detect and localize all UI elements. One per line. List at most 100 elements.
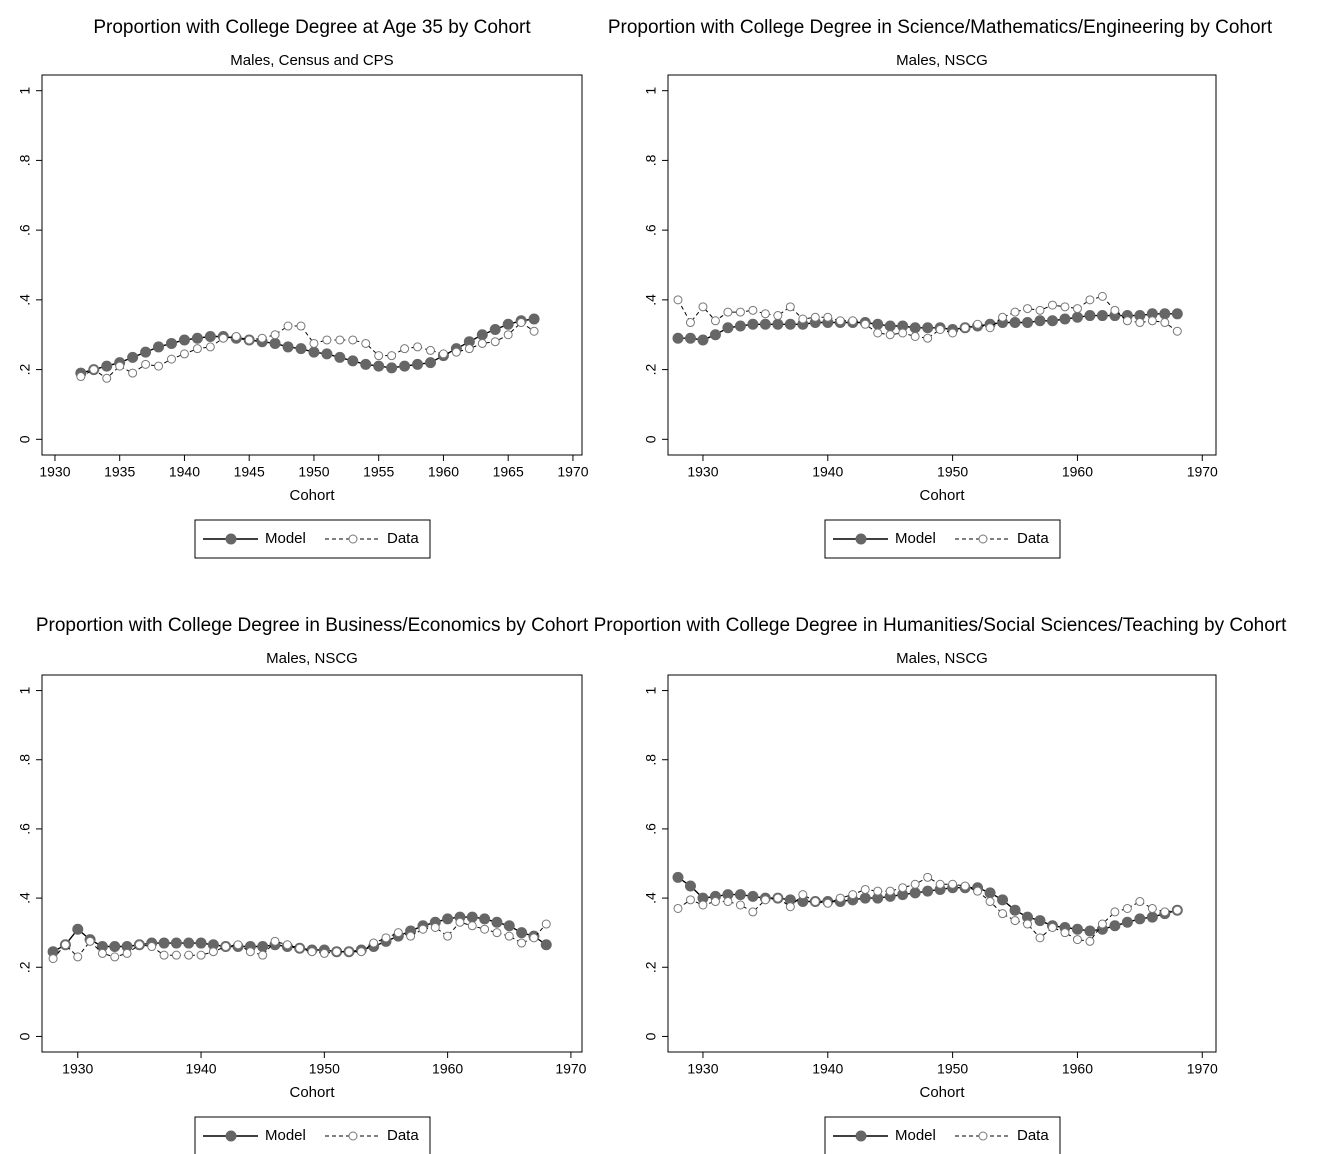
data-point: [438, 349, 448, 359]
data-point: [479, 913, 491, 925]
data-point: [244, 335, 254, 345]
y-tick-label: .2: [643, 364, 659, 376]
data-point: [245, 947, 255, 957]
x-tick-label: 1960: [432, 1061, 463, 1077]
data-point: [1097, 291, 1107, 301]
data-point: [344, 947, 354, 957]
data-point: [984, 887, 996, 899]
data-point: [102, 373, 112, 383]
data-point: [1109, 920, 1121, 932]
data-point: [335, 335, 345, 345]
x-tick-label: 1970: [1187, 464, 1218, 480]
x-tick-label: 1970: [557, 464, 588, 480]
plot-frame: [667, 74, 1217, 456]
x-tick-label: 1950: [309, 1061, 340, 1077]
x-tick-label: 1940: [812, 1061, 843, 1077]
data-point: [1071, 311, 1083, 323]
data-point: [356, 947, 366, 957]
data-point: [208, 947, 218, 957]
data-point: [1147, 903, 1157, 913]
data-point: [171, 950, 181, 960]
data-point: [985, 897, 995, 907]
data-point: [685, 895, 695, 905]
data-point: [1060, 302, 1070, 312]
legend-label: Model: [895, 1127, 936, 1144]
data-point: [464, 344, 474, 354]
data-point: [400, 344, 410, 354]
data-point: [1146, 911, 1158, 923]
data-point: [1035, 933, 1045, 943]
data-point: [1072, 935, 1082, 945]
data-point: [1172, 326, 1182, 336]
data-point: [477, 338, 487, 348]
data-point: [134, 940, 144, 950]
y-tick-label: 0: [643, 1032, 659, 1040]
y-tick-label: .4: [17, 294, 33, 306]
x-tick-label: 1960: [1062, 1061, 1093, 1077]
data-point: [748, 907, 758, 917]
data-point: [1160, 907, 1170, 917]
panel: Proportion with College Degree in Humani…: [594, 615, 1287, 1154]
data-point: [430, 922, 440, 932]
legend-marker: [855, 533, 867, 545]
data-point: [910, 331, 920, 341]
data-point: [672, 332, 684, 344]
data-point: [517, 938, 527, 948]
x-axis-label: Cohort: [289, 487, 335, 504]
panel: Proportion with College Degree at Age 35…: [17, 17, 589, 559]
data-point: [309, 338, 319, 348]
data-point: [196, 950, 206, 960]
data-point: [115, 361, 125, 371]
y-tick-label: .6: [643, 224, 659, 236]
data-point: [973, 886, 983, 896]
data-point: [257, 333, 267, 343]
data-point: [848, 890, 858, 900]
data-point: [909, 322, 921, 334]
data-point: [60, 940, 70, 950]
data-point: [960, 881, 970, 891]
data-point: [1121, 916, 1133, 928]
data-point: [798, 314, 808, 324]
data-point: [835, 893, 845, 903]
data-point: [307, 947, 317, 957]
y-tick-label: 1: [17, 87, 33, 95]
data-point: [503, 920, 515, 932]
chart-title: Proportion with College Degree in Busine…: [36, 615, 589, 636]
data-point: [698, 900, 708, 910]
data-point: [373, 360, 385, 372]
x-tick-label: 1930: [687, 464, 718, 480]
data-point: [747, 318, 759, 330]
data-point: [922, 322, 934, 334]
data-point: [1047, 300, 1057, 310]
data-point: [540, 939, 552, 951]
data-point: [48, 954, 58, 964]
x-tick-label: 1945: [234, 464, 265, 480]
data-point: [369, 938, 379, 948]
data-point: [218, 333, 228, 343]
y-tick-label: .4: [17, 892, 33, 904]
x-tick-label: 1930: [62, 1061, 93, 1077]
legend-marker: [225, 533, 237, 545]
data-point: [884, 320, 896, 332]
data-point: [347, 355, 359, 367]
data-point: [910, 879, 920, 889]
data-point: [442, 913, 454, 925]
data-point: [1047, 922, 1057, 932]
data-point: [491, 916, 503, 928]
data-point: [722, 322, 734, 334]
data-point: [192, 344, 202, 354]
data-point: [734, 889, 746, 901]
data-point: [1010, 916, 1020, 926]
data-point: [406, 931, 416, 941]
legend-marker: [348, 534, 358, 544]
data-point: [1110, 907, 1120, 917]
data-point: [759, 318, 771, 330]
data-point: [85, 936, 95, 946]
data-point: [1085, 295, 1095, 305]
data-point: [443, 931, 453, 941]
data-point: [747, 890, 759, 902]
data-point: [127, 351, 139, 363]
data-point: [204, 330, 216, 342]
data-point: [935, 324, 945, 334]
y-tick-label: .2: [643, 961, 659, 973]
